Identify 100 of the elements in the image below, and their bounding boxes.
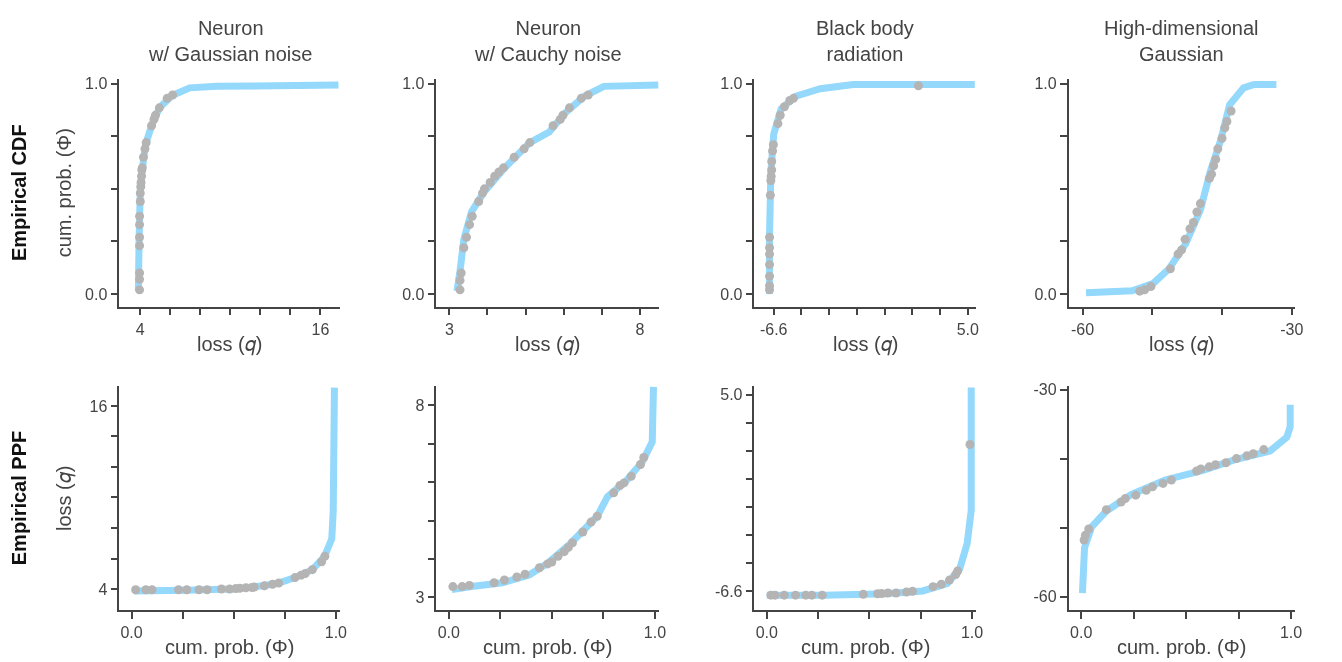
y-tick-label: 0.0	[720, 285, 743, 303]
point	[202, 585, 212, 595]
point	[913, 81, 923, 91]
point	[779, 590, 789, 600]
x-axis-title: loss (𝑞)	[833, 333, 899, 356]
point	[1188, 218, 1198, 228]
point	[465, 220, 475, 230]
point	[578, 527, 588, 537]
y-axis-title: cum. prob. (Φ)	[53, 128, 76, 258]
point	[509, 152, 519, 162]
point	[459, 243, 469, 253]
y-tick-label: -30	[1033, 381, 1057, 399]
x-tick-label: 0.0	[1070, 624, 1093, 642]
y-tick-label: 16	[89, 397, 108, 415]
point	[639, 453, 649, 463]
y-tick-label: 0.0	[85, 285, 108, 303]
x-axis-title: cum. prob. (Φ)	[165, 636, 295, 658]
point	[485, 178, 495, 188]
point	[953, 566, 963, 576]
y-tick-label: 0.0	[1034, 285, 1057, 303]
point	[135, 268, 145, 278]
point	[1213, 144, 1223, 154]
x-tick-label: 1.0	[1279, 624, 1303, 642]
point	[534, 563, 544, 573]
point	[1248, 449, 1258, 459]
point	[1207, 169, 1217, 179]
point	[567, 538, 577, 548]
point	[619, 478, 629, 488]
point	[498, 163, 508, 173]
point	[520, 569, 530, 579]
point	[1148, 482, 1158, 492]
point	[462, 232, 471, 242]
x-tick-label: 4	[135, 320, 145, 338]
point	[944, 575, 954, 585]
point	[936, 579, 946, 589]
point	[274, 578, 284, 588]
point	[474, 196, 484, 206]
point	[1084, 524, 1094, 534]
x-tick-label: 0.0	[120, 624, 143, 642]
point	[1221, 458, 1231, 468]
chart-title: Black body radiation	[816, 17, 914, 65]
point	[858, 589, 868, 599]
x-tick-label: 1.0	[643, 624, 667, 642]
point	[135, 220, 145, 230]
point	[609, 488, 619, 498]
x-axis-title: cum. prob. (Φ)	[1117, 636, 1247, 658]
point	[259, 581, 269, 591]
x-axis-title: cum. prob. (Φ)	[801, 636, 931, 658]
text: Empirical CDF	[7, 124, 30, 262]
point	[817, 590, 827, 600]
point	[194, 585, 204, 595]
point	[135, 241, 145, 251]
y-tick-label: 3	[415, 588, 425, 606]
point	[626, 471, 636, 481]
point	[307, 565, 317, 575]
point	[779, 102, 789, 112]
chart-title: Neuron w/ Gaussian noise	[148, 17, 313, 65]
y-tick-label: 8	[415, 396, 425, 414]
y-tick-label: -60	[1033, 588, 1057, 606]
point	[135, 232, 145, 242]
point	[456, 268, 466, 278]
point	[1211, 154, 1221, 164]
point	[131, 585, 141, 595]
x-tick-label: 0.0	[755, 624, 779, 642]
point	[138, 152, 148, 162]
y-tick-label: 4	[98, 580, 108, 598]
point	[135, 196, 145, 206]
point	[150, 110, 160, 120]
text: Empirical PPF	[7, 430, 30, 566]
x-tick-label: 1.0	[960, 624, 984, 642]
point	[1195, 199, 1205, 209]
point	[300, 569, 310, 579]
point	[765, 260, 775, 270]
point	[1196, 464, 1206, 474]
x-tick-label: 8	[635, 320, 645, 338]
point	[548, 121, 558, 131]
y-tick-label: 1.0	[402, 75, 425, 93]
point	[883, 588, 893, 598]
point	[583, 90, 593, 100]
point	[1259, 445, 1269, 455]
point	[168, 90, 178, 100]
point	[765, 232, 775, 242]
point	[908, 586, 918, 596]
x-tick-label: -30	[1280, 320, 1304, 338]
point	[765, 190, 775, 200]
point	[1177, 245, 1187, 255]
y-tick-label: 1.0	[720, 75, 743, 93]
chart-title: Neuron w/ Cauchy noise	[474, 17, 622, 65]
point	[464, 580, 474, 590]
y-tick-label: -6.6	[714, 582, 743, 600]
x-tick-label: 3	[444, 320, 454, 338]
x-axis-title: loss (𝑞)	[197, 333, 263, 356]
point	[499, 575, 509, 585]
x-tick-label: 0.0	[437, 624, 460, 642]
point	[216, 584, 226, 594]
point	[1211, 460, 1220, 470]
x-axis-title: loss (𝑞)	[515, 333, 581, 356]
point	[141, 138, 151, 148]
point	[1180, 234, 1190, 244]
y-tick-label: 5.0	[720, 386, 743, 404]
